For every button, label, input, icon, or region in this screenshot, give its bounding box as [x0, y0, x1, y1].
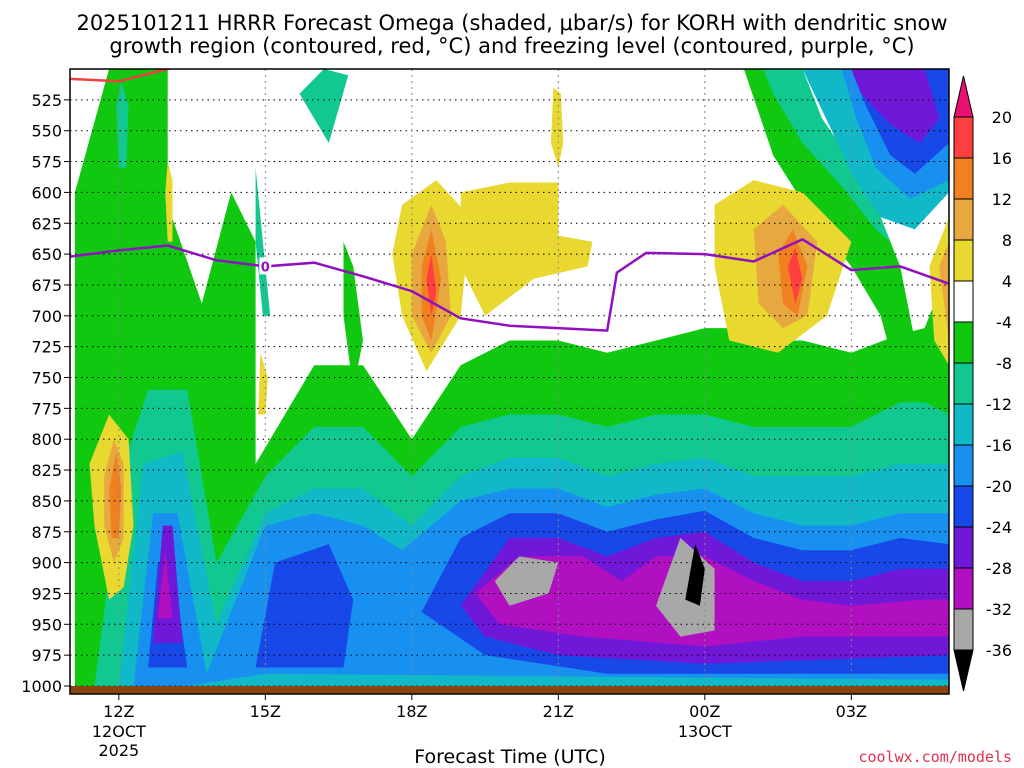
colorbar-top-arrow: [953, 75, 974, 118]
y-tick-label-8: 725: [31, 338, 62, 357]
omega-shaded-regions: [74, 69, 949, 686]
omega-region-40: [109, 451, 122, 538]
chart-title-line-1: 2025101211 HRRR Forecast Omega (shaded, …: [76, 11, 947, 35]
colorbar-swatch-1: [953, 157, 974, 200]
y-tick-label-0: 525: [31, 91, 62, 110]
y-tick-label-18: 975: [31, 646, 62, 665]
omega-region-25: [460, 182, 593, 316]
y-tick-label-17: 950: [31, 615, 62, 634]
x-tick-label-0: 12Z: [103, 702, 134, 721]
omega-region-19: [763, 69, 891, 242]
y-tick-label-11: 800: [31, 430, 62, 449]
colorbar-label-4: 4: [1002, 272, 1012, 291]
y-axis: 525 550 575 600 625 650 675 700 725 750 775 800 825 8…: [21, 91, 70, 696]
y-tick-label-12: 825: [31, 461, 62, 480]
x-tick-label-3: 21Z: [543, 702, 574, 721]
colorbar-label-11: -28: [986, 559, 1012, 578]
x-tick-label-4: 00Z: [689, 702, 720, 721]
chart-title-line-2: growth region (contoured, red, °C) and f…: [109, 34, 914, 58]
y-tick-label-3: 600: [31, 183, 62, 202]
gridlines: [70, 69, 949, 686]
colorbar-label-8: -16: [986, 436, 1012, 455]
omega-region-16: [299, 69, 349, 143]
x-tick-date-0: 12OCT: [92, 722, 146, 741]
omega-region-23: [851, 69, 940, 143]
omega-region-9: [157, 550, 173, 619]
colorbar-swatch-9: [953, 485, 974, 528]
colorbar-swatch-3: [953, 239, 974, 282]
colorbar-label-12: -32: [986, 600, 1012, 619]
colorbar-swatch-4: [953, 280, 974, 323]
y-tick-label-9: 750: [31, 369, 62, 388]
y-tick-label-13: 850: [31, 492, 62, 511]
y-tick-label-7: 700: [31, 307, 62, 326]
omega-region-32: [787, 247, 803, 304]
credit-text: coolwx.com/models: [858, 748, 1012, 766]
y-tick-label-1: 550: [31, 122, 62, 141]
colorbar-label-5: -4: [996, 313, 1012, 332]
freezing-level-line: [70, 237, 949, 332]
colorbar-label-3: 8: [1002, 231, 1012, 250]
freezing-level-label-bg: [259, 257, 272, 275]
omega-region-14: [116, 81, 129, 168]
omega-region-34: [939, 241, 949, 341]
colorbar-swatch-11: [953, 567, 974, 610]
colorbar-swatch-7: [953, 403, 974, 446]
dgz-contour-line: [70, 69, 176, 83]
contour-lines: 0: [70, 69, 949, 332]
ground-surface-bar: [70, 686, 949, 694]
omega-region-35: [165, 161, 173, 242]
y-tick-label-16: 925: [31, 584, 62, 603]
x-axis-label: Forecast Time (UTC): [414, 746, 605, 768]
omega-region-37: [551, 87, 564, 168]
omega-region-17: [343, 241, 363, 390]
x-tick-label-2: 18Z: [396, 702, 427, 721]
colorbar-swatch-12: [953, 608, 974, 651]
y-tick-label-4: 625: [31, 214, 62, 233]
colorbar-label-1: 16: [992, 149, 1012, 168]
colorbar-swatch-5: [953, 321, 974, 364]
colorbar-label-13: -36: [986, 641, 1012, 660]
colorbar-bottom-arrow: [953, 649, 974, 692]
y-tick-label-19: 1000: [21, 677, 62, 696]
y-tick-label-2: 575: [31, 153, 62, 172]
y-tick-label-15: 900: [31, 554, 62, 573]
colorbar: 20 16 12 8 4 -4 -8 -12 -16 -20 -24 -28 -32 -36: [953, 75, 1012, 692]
colorbar-swatch-10: [953, 526, 974, 569]
x-tick-label-5: 03Z: [836, 702, 867, 721]
colorbar-swatch-6: [953, 362, 974, 405]
plot-frame: [69, 68, 950, 695]
colorbar-label-9: -20: [986, 477, 1012, 496]
omega-region-28: [426, 254, 437, 316]
x-tick-date-4: 13OCT: [678, 722, 732, 741]
colorbar-swatch-8: [953, 444, 974, 487]
x-tick-label-1: 15Z: [250, 702, 281, 721]
y-tick-label-6: 675: [31, 276, 62, 295]
omega-region-13: [685, 544, 705, 606]
colorbar-swatch-2: [953, 198, 974, 241]
colorbar-label-2: 12: [992, 190, 1012, 209]
colorbar-label-0: 20: [992, 108, 1012, 127]
y-tick-label-5: 650: [31, 245, 62, 264]
y-tick-label-14: 875: [31, 523, 62, 542]
freezing-level-label: 0: [261, 260, 270, 275]
x-tick-year-0: 2025: [98, 741, 139, 760]
y-tick-label-10: 775: [31, 399, 62, 418]
omega-region-5: [255, 544, 354, 668]
colorbar-swatch-0: [953, 116, 974, 159]
omega-region-15: [255, 167, 271, 316]
colorbar-label-10: -24: [986, 518, 1012, 537]
colorbar-label-7: -12: [986, 395, 1012, 414]
colorbar-label-6: -8: [996, 354, 1012, 373]
